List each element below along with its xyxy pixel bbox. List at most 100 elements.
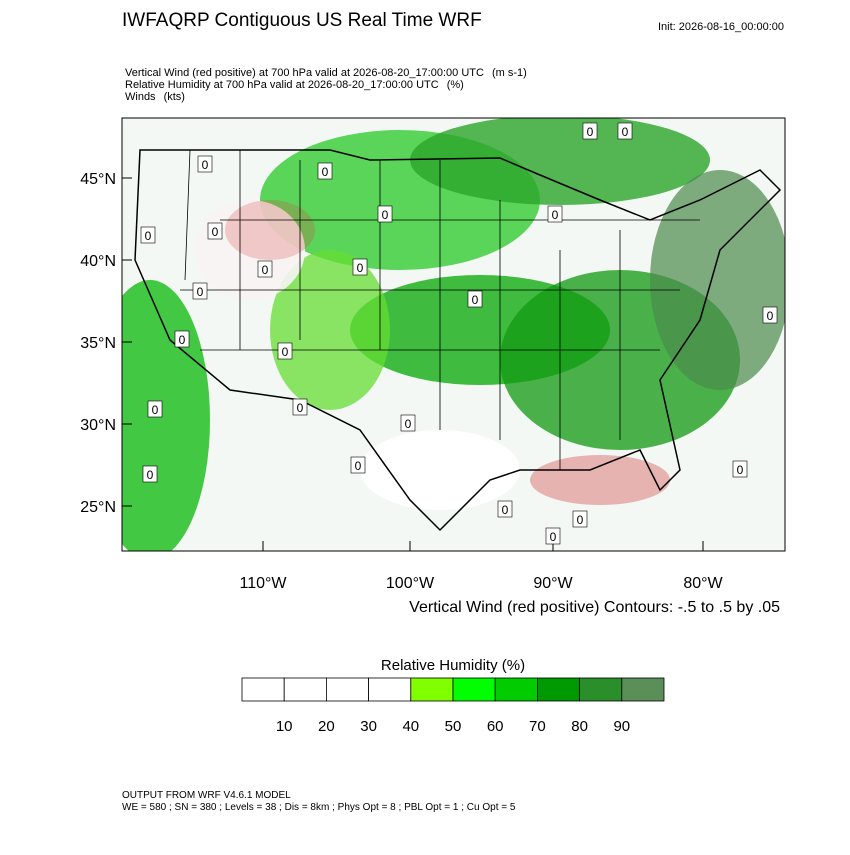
footer-settings: WE = 580 ; SN = 380 ; Levels = 38 ; Dis … — [122, 802, 516, 813]
map-field — [122, 118, 785, 551]
colorbar-box — [368, 677, 412, 702]
contour-label: 0 — [355, 459, 362, 473]
field-units: (m s-1) — [492, 67, 527, 79]
lat-label: 30°N — [80, 417, 116, 434]
contour-label: 0 — [297, 401, 304, 415]
colorbar-tick-label: 60 — [487, 718, 504, 735]
map: 45°N 40°N 35°N 30°N 25°N 110°W 100°W 90°W 80°W 0 0… — [80, 117, 786, 592]
colorbar-box — [537, 677, 581, 702]
colorbar-tick-label: 50 — [445, 718, 462, 735]
contour-label: 0 — [322, 165, 329, 179]
rh-area — [650, 170, 785, 390]
contour-label: 0 — [147, 468, 154, 482]
rh-area — [410, 118, 710, 205]
colorbar-box — [241, 677, 285, 702]
contour-label-box — [277, 342, 293, 360]
colorbar-tick-label: 90 — [613, 718, 630, 735]
field-units: (kts) — [164, 91, 185, 103]
contour-label-box — [377, 205, 393, 223]
lat-label: 35°N — [80, 335, 116, 352]
field-label: Winds — [125, 91, 156, 103]
title: IWFAQRP Contiguous US Real Time WRF — [122, 10, 482, 31]
colorbar-tick-label: 30 — [360, 718, 377, 735]
contour-label-box — [467, 290, 483, 308]
field-units: (%) — [447, 79, 464, 91]
contour-label-box — [207, 222, 223, 240]
contour-label-box — [292, 398, 308, 416]
field-label: Relative Humidity at 700 hPa valid at 20… — [125, 79, 439, 91]
contour-note: Vertical Wind (red positive) Contours: -… — [409, 599, 780, 616]
map-frame — [121, 117, 786, 552]
lat-label: 25°N — [80, 499, 116, 516]
contour-label: 0 — [152, 403, 159, 417]
contour-label-box — [547, 205, 563, 223]
field-descriptions: Vertical Wind (red positive) at 700 hPa … — [125, 67, 527, 103]
lon-label: 80°W — [683, 575, 723, 592]
coastline — [134, 149, 782, 532]
contour-label: 0 — [767, 309, 774, 323]
contour-label-box — [140, 226, 156, 244]
contour-label: 0 — [405, 417, 412, 431]
contour-label: 0 — [587, 125, 594, 139]
init-time: Init: 2026-08-16_00:00:00 — [658, 21, 784, 33]
contour-label: 0 — [502, 503, 509, 517]
vw-area — [530, 455, 670, 505]
contour-label-box — [617, 122, 633, 140]
contour-label: 0 — [382, 208, 389, 222]
state-borders — [180, 149, 700, 470]
contour-label-box — [192, 282, 208, 300]
rh-area — [360, 430, 520, 510]
contour-label: 0 — [262, 263, 269, 277]
rh-area — [122, 280, 210, 551]
contour-label-box — [352, 258, 368, 276]
contour-label-box — [317, 162, 333, 180]
contour-label-box — [582, 122, 598, 140]
colorbar-title: Relative Humidity (%) — [381, 657, 525, 674]
contour-label: 0 — [472, 293, 479, 307]
field-label: Vertical Wind (red positive) at 700 hPa … — [125, 67, 484, 79]
colorbar: 10 20 30 40 50 60 70 80 90 — [241, 677, 665, 735]
contour-label: 0 — [202, 158, 209, 172]
contour-label-box — [174, 330, 190, 348]
contour-label-box — [350, 456, 366, 474]
footer-model: OUTPUT FROM WRF V4.6.1 MODEL — [122, 790, 291, 801]
colorbar-box — [621, 677, 665, 702]
contour-label: 0 — [552, 208, 559, 222]
lat-label: 40°N — [80, 253, 116, 270]
contour-label: 0 — [550, 530, 557, 544]
lon-label: 110°W — [239, 575, 287, 592]
contour-label-box — [572, 510, 588, 528]
contour-label: 0 — [212, 225, 219, 239]
contour-label-box — [732, 460, 748, 478]
contour-label: 0 — [197, 285, 204, 299]
lon-label: 90°W — [533, 575, 573, 592]
rh-area — [195, 200, 305, 300]
contour-label: 0 — [577, 513, 584, 527]
contour-label-box — [545, 527, 561, 545]
map-labels: 45°N 40°N 35°N 30°N 25°N 110°W 100°W 90°W 80°W 0 0… — [80, 122, 778, 592]
contour-label-box — [142, 465, 158, 483]
colorbar-tick-label: 80 — [571, 718, 588, 735]
contour-label-box — [497, 500, 513, 518]
contour-label: 0 — [357, 261, 364, 275]
colorbar-box — [452, 677, 496, 702]
vw-area — [225, 200, 315, 260]
contour-label: 0 — [282, 345, 289, 359]
contour-label-box — [400, 414, 416, 432]
contour-label: 0 — [622, 125, 629, 139]
colorbar-tick-label: 70 — [529, 718, 546, 735]
colorbar-box — [325, 677, 369, 702]
contour-label-box — [197, 155, 213, 173]
colorbar-tick-label: 10 — [276, 718, 293, 735]
colorbar-box — [579, 677, 623, 702]
contour-label-box — [147, 400, 163, 418]
contour-label: 0 — [179, 333, 186, 347]
colorbar-box — [410, 677, 454, 702]
contour-label: 0 — [737, 463, 744, 477]
contour-label-box — [257, 260, 273, 278]
colorbar-box — [283, 677, 327, 702]
colorbar-tick-label: 20 — [318, 718, 335, 735]
lat-label: 45°N — [80, 171, 116, 188]
contour-label: 0 — [145, 229, 152, 243]
